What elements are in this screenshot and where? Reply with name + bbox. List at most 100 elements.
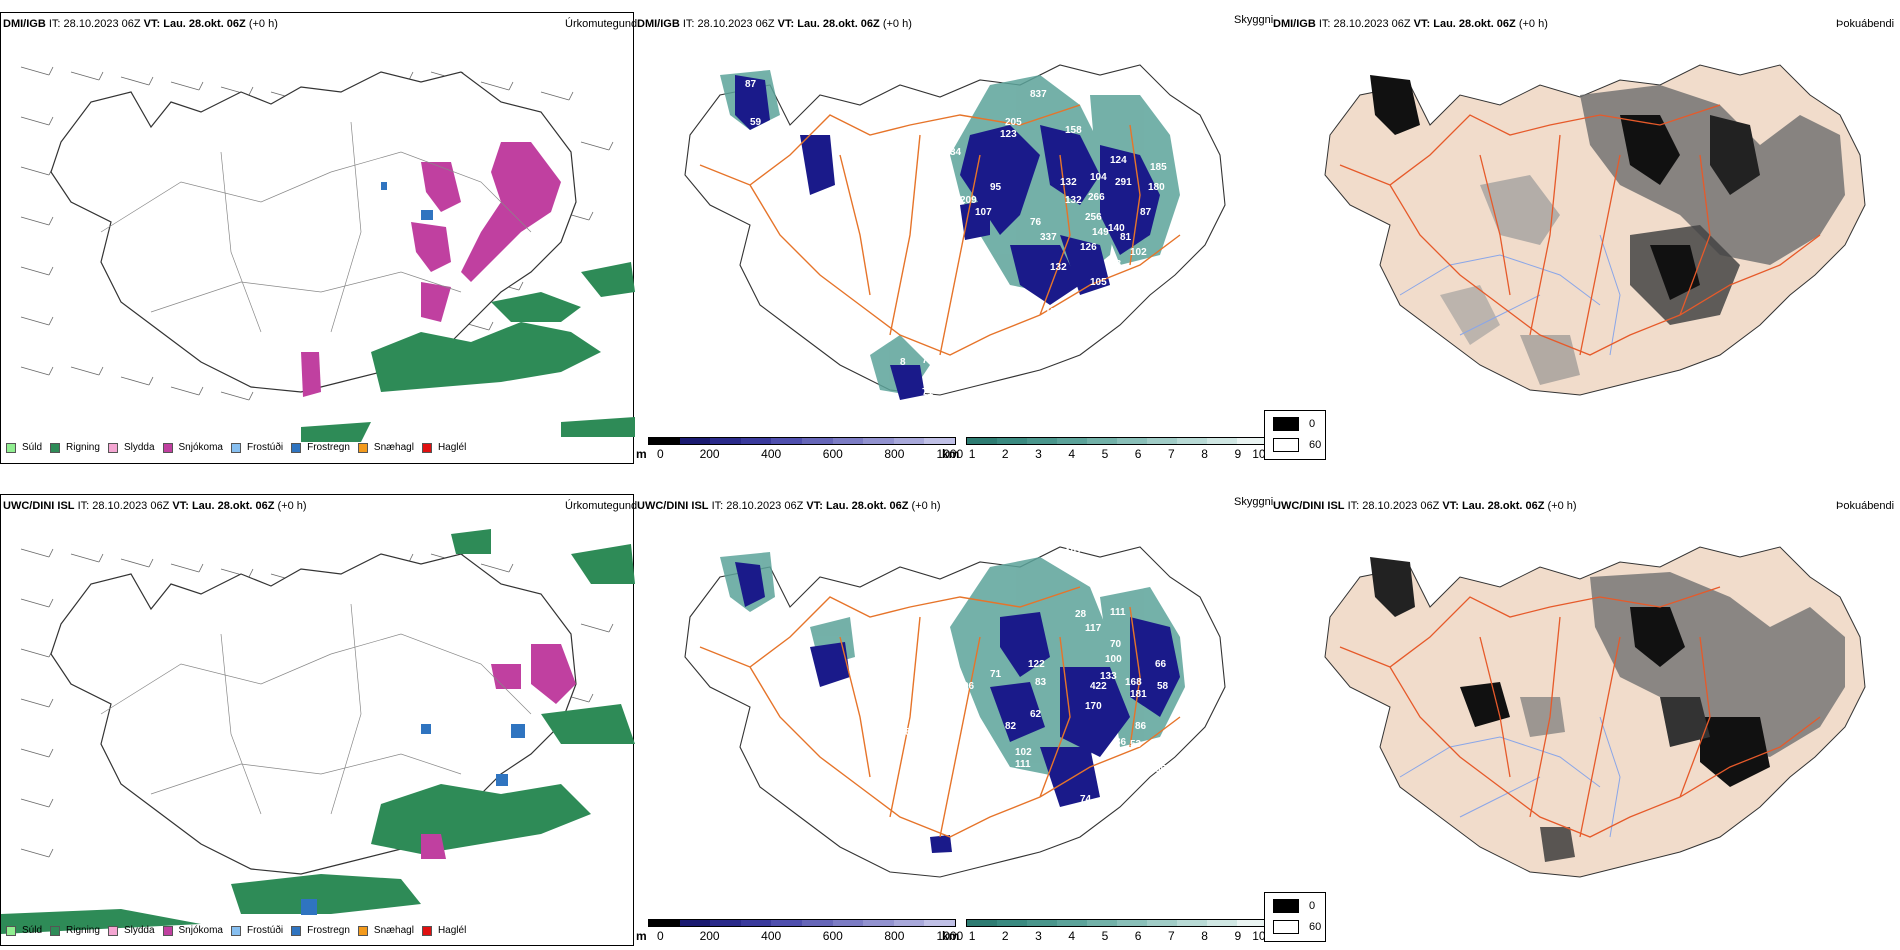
- cbar-km: [966, 919, 1268, 927]
- cloud-base-value: 122: [1028, 659, 1045, 670]
- cloud-base-value: 337: [1040, 232, 1057, 243]
- colorbar-segment: [1087, 438, 1117, 444]
- white-swatch: [1273, 920, 1299, 934]
- precip-map[interactable]: [1, 32, 635, 452]
- colorbar-tick-label: 8: [1201, 447, 1208, 461]
- colorbar-tick-label: 7: [1168, 447, 1175, 461]
- model-name: UWC/DINI ISL: [1273, 500, 1345, 512]
- colorbar-tick-label: 5: [1101, 929, 1109, 943]
- fog-legend-low: 0: [1273, 899, 1315, 913]
- colorbar-segment: [679, 438, 711, 444]
- legend-swatch: [421, 925, 432, 936]
- cloud-base-value: 59: [750, 117, 762, 128]
- colorbar-tick-label: 600: [822, 447, 843, 461]
- colorbar-segment: [1207, 438, 1237, 444]
- legend-label: Frostúði: [246, 925, 284, 936]
- colorbar-segment: [997, 920, 1027, 926]
- legend-item: Frostregn: [291, 925, 350, 936]
- vt-label: VT:: [1413, 18, 1431, 30]
- cloud-base-value: 158: [1044, 834, 1061, 845]
- legend-swatch: [50, 442, 61, 453]
- cloud-base-value: 185: [1150, 162, 1167, 173]
- precip-header: DMI/IGB IT: 28.10.2023 06Z VT: Lau. 28.o…: [3, 18, 278, 30]
- iceland-outline: [50, 71, 577, 393]
- legend-swatch: [357, 925, 368, 936]
- cloud-base-value: 98: [1110, 259, 1122, 270]
- cloud-base-value: 82: [1005, 721, 1017, 732]
- legend-item: Rigning: [50, 442, 100, 453]
- precip-map[interactable]: [1, 514, 635, 934]
- legend-swatch: [421, 442, 432, 453]
- it-label: IT:: [711, 500, 724, 512]
- cloud-base-value: 53: [1130, 739, 1142, 750]
- cloud-base-value: 158: [1045, 307, 1062, 318]
- cloud-base-value: 74: [1080, 794, 1092, 805]
- fog-legend: 0 60: [1264, 410, 1326, 460]
- vt-label: VT:: [172, 500, 189, 512]
- forecast-offset: (+0 h): [1518, 18, 1548, 30]
- black-swatch: [1273, 899, 1299, 913]
- cloud-base-value: 149: [1092, 227, 1109, 238]
- colorbar-segment: [1057, 920, 1087, 926]
- cloud-base-value: 291: [1115, 177, 1132, 188]
- forecast-offset: (+0 h): [248, 18, 278, 30]
- cloud-base-value: 181: [1130, 689, 1147, 700]
- cloud-base-value: 107: [975, 207, 992, 218]
- colorbar-segment: [710, 920, 741, 926]
- cloud-base-value: 86: [1115, 737, 1127, 748]
- cloud-base-value: 188: [1050, 332, 1067, 343]
- colorbar-segment: [771, 438, 802, 444]
- fog-map[interactable]: [1300, 517, 1890, 907]
- cloud-header: DMI/IGB IT: 28.10.2023 06Z VT: Lau. 28.o…: [637, 18, 912, 30]
- fog-map[interactable]: [1300, 35, 1890, 425]
- cloud-base-value: 71: [922, 387, 934, 398]
- cloud-base-value: 83: [1035, 677, 1047, 688]
- precip-title: Úrkomutegund: [565, 500, 638, 512]
- legend-swatch: [357, 442, 368, 453]
- cloud-base-value: 809: [905, 727, 922, 738]
- cloud-base-value: 132: [1065, 195, 1082, 206]
- cloud-base-value: 60: [1138, 759, 1150, 770]
- cbar-m-labels: 0 200 400 600 800 1000: [648, 447, 963, 461]
- row-1: DMI/IGB IT: 28.10.2023 06Z VT: Lau. 28.o…: [0, 0, 1900, 470]
- it-value: 28.10.2023 06Z: [1362, 500, 1440, 512]
- colorbar-tick-label: 8: [1201, 929, 1208, 943]
- legend-label: Snæhagl: [373, 925, 414, 936]
- colorbar-segment: [1027, 920, 1057, 926]
- roads: [1339, 104, 1821, 356]
- colorbar-segment: [997, 438, 1027, 444]
- it-label: IT:: [682, 18, 695, 30]
- fog-legend-high-label: 60: [1309, 439, 1322, 451]
- colorbar-tick-label: 0: [656, 447, 664, 461]
- colorbar-tick-label: 400: [761, 929, 782, 943]
- legend-swatch: [162, 925, 173, 936]
- cloud-base-value: 422: [1090, 681, 1107, 692]
- fog-legend: 0 60: [1264, 892, 1326, 942]
- legend-label: Slydda: [123, 442, 155, 453]
- cbar-m: [648, 919, 956, 927]
- model-name: UWC/DINI ISL: [637, 500, 709, 512]
- colorbar-segment: [924, 920, 955, 926]
- colorbar-tick-label: 6: [1134, 447, 1142, 461]
- cbar-m-labels: 0 200 400 600 800 1000: [648, 929, 963, 943]
- colorbar-tick-label: 5: [1101, 447, 1109, 461]
- vt-label: VT:: [143, 18, 161, 30]
- colorbar-segment: [679, 920, 711, 926]
- cloud-base-value: 205: [1005, 117, 1022, 128]
- fog-legend-high: 60: [1273, 920, 1321, 934]
- it-value: 28.10.2023 06Z: [726, 500, 804, 512]
- fog-title: Þokuábendi: [1836, 18, 1895, 30]
- white-swatch: [1273, 438, 1299, 452]
- legend-label: Rigning: [66, 925, 100, 936]
- cloud-title: Skyggni: [1234, 496, 1274, 508]
- cloud-base-value: 66: [1155, 659, 1167, 670]
- fog-index-areas: [1370, 75, 1845, 385]
- legend-item: Snjókoma: [162, 442, 223, 453]
- colorbar-segment: [1057, 438, 1087, 444]
- it-value: 28.10.2023 06Z: [63, 18, 141, 30]
- colorbar-segment: [771, 920, 802, 926]
- vt-value: Lau. 28.okt. 06Z: [1461, 500, 1545, 512]
- legend-swatch: [107, 442, 118, 453]
